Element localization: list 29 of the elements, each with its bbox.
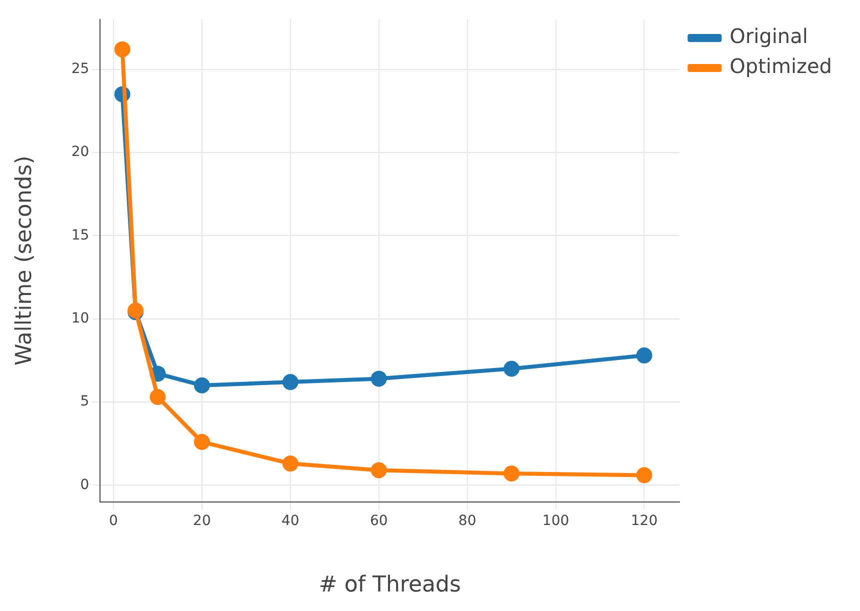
- point: [636, 467, 652, 484]
- point: [636, 347, 652, 364]
- point: [194, 434, 210, 450]
- y-tick-label: 15: [71, 227, 90, 244]
- y-tick-label: 5: [80, 394, 90, 410]
- point: [370, 370, 387, 387]
- point: [150, 389, 166, 406]
- x-tick-label: 60: [370, 512, 388, 529]
- y-tick-label: 25: [71, 60, 90, 77]
- point: [114, 41, 130, 58]
- y-tick-label: 20: [71, 144, 90, 160]
- point: [282, 374, 298, 390]
- point: [194, 377, 210, 394]
- x-tick-label: 40: [281, 512, 300, 529]
- legend-label: Optimized: [730, 54, 832, 78]
- x-tick-label: 80: [458, 512, 476, 529]
- y-tick-label: 0: [80, 476, 90, 493]
- point: [370, 462, 387, 478]
- x-axis-title: # of Threads: [318, 572, 461, 598]
- x-tick-label: 120: [630, 512, 658, 529]
- x-tick-label: 20: [193, 512, 211, 529]
- legend-label: Original: [730, 24, 808, 48]
- point: [282, 456, 298, 472]
- y-axis-title: Walltime (seconds): [12, 156, 37, 366]
- x-tick-label: 100: [542, 512, 570, 529]
- point: [504, 466, 520, 482]
- point: [504, 360, 520, 377]
- x-tick-label: 0: [109, 512, 118, 529]
- y-tick-label: 10: [71, 310, 90, 326]
